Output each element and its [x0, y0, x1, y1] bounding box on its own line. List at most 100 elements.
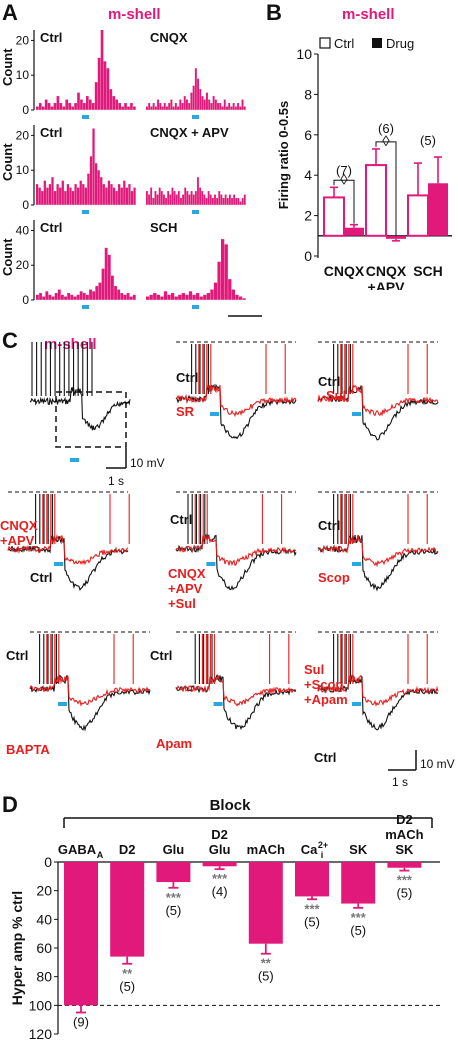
histogram-bar [88, 99, 92, 110]
histogram-bar [73, 296, 77, 300]
drug-condition-label: +APV [0, 533, 35, 548]
histogram-bar [190, 92, 193, 110]
panel-label-a: A [2, 0, 18, 25]
histogram-bar [207, 191, 210, 205]
panel-b-category-label: +APV [368, 279, 406, 290]
histogram-bar [112, 96, 116, 110]
significance-diamond: ◊ [382, 133, 390, 150]
trace-drug [317, 535, 439, 568]
panel-a-ylabel: Count [0, 238, 15, 276]
histogram-bar [199, 296, 203, 300]
panel-d-n-label: (4) [212, 884, 228, 899]
histogram-bar [238, 296, 243, 300]
histogram-bar [61, 180, 64, 205]
histogram-bar [129, 296, 133, 300]
histogram-bar [228, 279, 232, 300]
histogram-bar [46, 187, 49, 205]
histogram-bar [149, 294, 153, 300]
histogram-bar [208, 99, 211, 110]
histogram-bar [188, 291, 193, 300]
histogram-bar [45, 291, 49, 300]
bar-hyper-amp [202, 862, 237, 867]
panel-b-ytick-label: 10 [296, 46, 312, 62]
histogram-bar [98, 282, 102, 300]
panel-a-ytick-label: 10 [16, 68, 30, 82]
histogram-bar [115, 99, 119, 110]
category-label: Glu [163, 842, 185, 857]
category-label-subscript: i [321, 850, 324, 860]
light-stim-marker [213, 702, 223, 706]
histogram-bar [101, 268, 105, 300]
histogram-bar [64, 191, 67, 205]
histogram-bar [89, 156, 93, 205]
light-stim-marker [352, 412, 361, 416]
panel-b-ytick-label: 8 [304, 86, 312, 102]
histogram-bar [64, 296, 67, 300]
category-label: GABA [58, 842, 97, 857]
panel-d-n-label: (5) [304, 914, 320, 929]
histogram-bar [177, 191, 180, 205]
histogram-bar [59, 187, 62, 205]
ctrl-label: Ctrl [318, 518, 340, 533]
panel-d-ylabel: Hyper amp % ctrl [9, 891, 25, 1005]
histogram-bar [80, 99, 83, 110]
light-stim-marker [70, 458, 79, 462]
panel-a-ytick-label: 0 [22, 198, 29, 212]
light-stim-marker [192, 115, 199, 119]
ctrl-label: Ctrl [314, 750, 336, 765]
histogram-bar [184, 187, 187, 205]
histogram-bar [42, 296, 46, 300]
ctrl-label: Ctrl [170, 512, 192, 527]
panel-a-ctrl-label: Ctrl [40, 220, 62, 235]
histogram-bar [70, 294, 74, 300]
bar-hyper-amp [387, 862, 422, 868]
histogram-bar [235, 198, 238, 205]
bar-hyper-amp [248, 862, 283, 944]
histogram-bar [104, 247, 108, 300]
panel-label-b: B [266, 0, 282, 25]
light-stim-marker [54, 562, 63, 566]
histogram-bar [218, 191, 221, 205]
histogram-bar [62, 106, 66, 110]
panel-a-title: m-shell [108, 6, 161, 23]
trace-ctrl [317, 534, 439, 592]
histogram-bar [53, 103, 57, 110]
histogram-bar [133, 106, 136, 110]
light-stim-marker [210, 412, 219, 416]
histogram-bar [110, 184, 113, 205]
histogram-bar [86, 294, 89, 300]
histogram-bar [221, 106, 224, 110]
histogram-bar [186, 191, 189, 205]
histogram-bar [222, 198, 225, 205]
drug-condition-label: +Scop [304, 677, 343, 692]
histogram-bar [71, 106, 74, 110]
trace-drug [175, 675, 297, 707]
light-stim-marker [58, 702, 67, 706]
light-stim-marker [352, 562, 361, 566]
histogram-bar [203, 294, 207, 300]
panel-d-n-label: (5) [350, 923, 366, 938]
histogram-bar [173, 191, 176, 205]
histogram-bar [181, 293, 185, 300]
histogram-bar [120, 187, 123, 205]
histogram-bar [214, 99, 217, 110]
histogram-bar [192, 85, 195, 110]
histogram-bar [107, 254, 111, 300]
histogram-bar [51, 296, 55, 300]
histogram-bar [36, 184, 39, 205]
histogram-bar [41, 191, 44, 205]
histogram-bar [123, 294, 127, 300]
category-label: SK [349, 842, 368, 857]
histogram-bar [163, 194, 165, 205]
panel-b-ytick-label: 6 [304, 127, 312, 143]
histogram-bar [177, 106, 180, 110]
significance-stars: *** [397, 873, 413, 888]
histogram-bar [226, 198, 229, 205]
bar-ctrl [407, 194, 429, 237]
histogram-bar [241, 198, 244, 205]
histogram-bar [163, 103, 166, 110]
histogram-bar [233, 194, 236, 205]
panel-a-ytick-label: 20 [16, 128, 30, 142]
histogram-bar [103, 61, 107, 110]
